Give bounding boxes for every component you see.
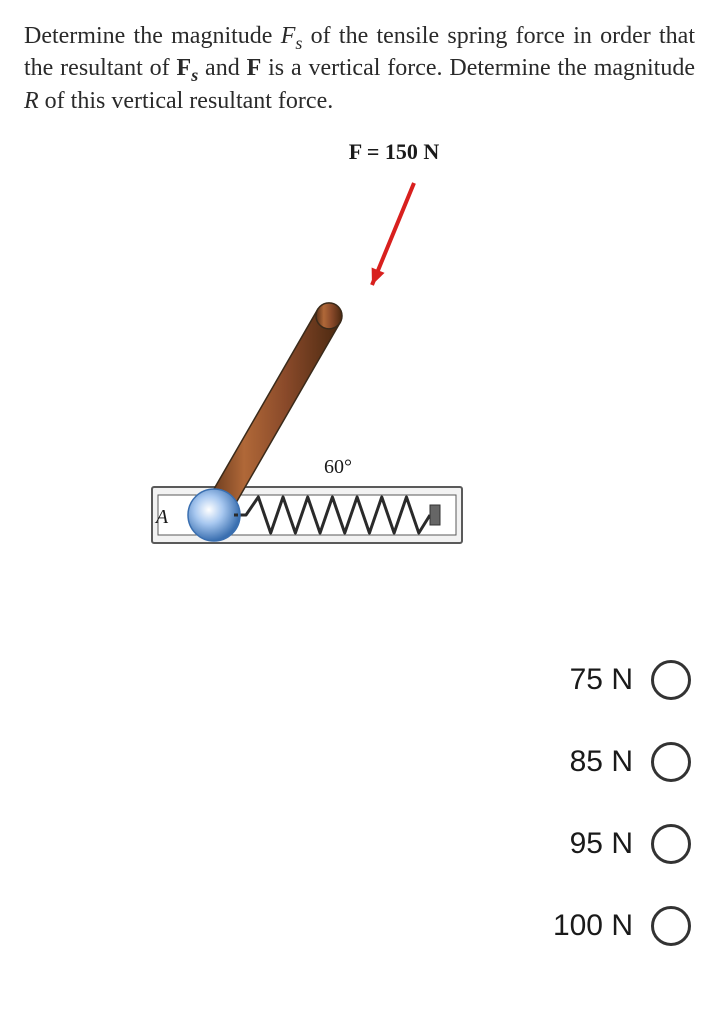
option-label-3: 100 N	[553, 909, 633, 943]
svg-text:60°: 60°	[324, 456, 352, 478]
option-label-0: 75 N	[570, 663, 633, 697]
diagram: F = 150 N 60° A	[114, 137, 514, 577]
question-text: Determine the magnitude Fs of the tensil…	[24, 20, 695, 117]
radio-icon[interactable]	[651, 824, 691, 864]
q-frag-3: and	[198, 55, 246, 81]
svg-text:F = 150 N: F = 150 N	[349, 139, 440, 164]
option-3[interactable]: 100 N	[553, 906, 691, 946]
q-Fs-sym: F	[281, 23, 296, 49]
diagram-area: F = 150 N 60° A	[24, 137, 695, 577]
option-0[interactable]: 75 N	[553, 660, 691, 700]
q-Fbold-2: F	[247, 55, 262, 81]
radio-icon[interactable]	[651, 742, 691, 782]
option-2[interactable]: 95 N	[553, 824, 691, 864]
option-label-1: 85 N	[570, 745, 633, 779]
svg-text:A: A	[154, 506, 169, 528]
option-1[interactable]: 85 N	[553, 742, 691, 782]
q-frag-4: is a vertical force. Determine the magni…	[261, 55, 695, 81]
q-frag-5: of this vertical resultant force.	[39, 88, 334, 114]
options-group: 75 N 85 N 95 N 100 N	[553, 660, 691, 946]
q-Fbold-1: F	[177, 55, 192, 81]
q-frag-1: Determine the magnitude	[24, 23, 281, 49]
q-R: R	[24, 88, 39, 114]
radio-icon[interactable]	[651, 660, 691, 700]
radio-icon[interactable]	[651, 906, 691, 946]
option-label-2: 95 N	[570, 827, 633, 861]
